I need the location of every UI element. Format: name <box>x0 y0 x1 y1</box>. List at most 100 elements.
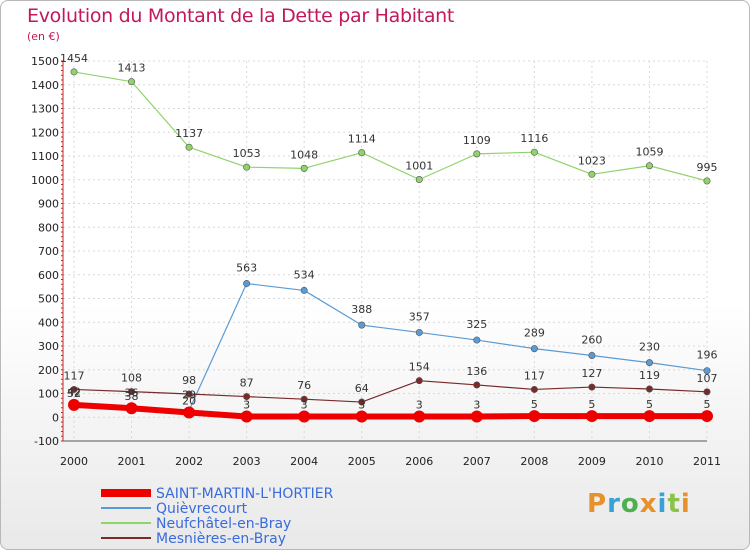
data-label: 38 <box>125 390 139 403</box>
data-label: 3 <box>301 399 308 412</box>
y-tick-label: 900 <box>38 198 59 211</box>
y-tick-label: 1000 <box>31 174 59 187</box>
data-label: 1059 <box>635 146 663 159</box>
data-point <box>470 410 483 423</box>
data-point <box>240 410 253 423</box>
data-label: 20 <box>182 395 196 408</box>
data-label: 108 <box>121 372 142 385</box>
data-label: 260 <box>581 334 602 347</box>
data-label: 107 <box>697 372 718 385</box>
data-labels: 1454 1413 1137 1053 1048 1114 1001 1109 1116 1023… <box>60 52 718 412</box>
data-point <box>128 388 136 396</box>
data-label: 1114 <box>348 133 376 146</box>
x-tick-label: 2006 <box>405 455 433 468</box>
data-point <box>588 383 596 391</box>
logo-letter: x <box>639 489 658 519</box>
data-point <box>701 410 713 423</box>
y-tick-label: 1500 <box>31 55 59 68</box>
data-point <box>125 402 138 415</box>
data-label: 1023 <box>578 154 606 167</box>
data-point <box>530 148 538 156</box>
data-label: 136 <box>466 365 487 378</box>
data-point <box>703 177 711 185</box>
data-label: 289 <box>524 327 545 340</box>
data-label: 1001 <box>405 160 433 173</box>
x-tick-label: 2007 <box>463 455 491 468</box>
data-point <box>358 149 366 157</box>
proxiti-logo: Proxiti <box>587 489 691 519</box>
data-label: 5 <box>531 398 538 411</box>
data-point <box>300 395 308 403</box>
x-tick-label: 2008 <box>520 455 548 468</box>
data-point <box>645 359 653 367</box>
legend-label: Quièvrecourt <box>156 501 248 517</box>
data-point <box>473 381 481 389</box>
data-label: 357 <box>409 310 430 323</box>
legend-label: Mesnières-en-Bray <box>156 531 286 547</box>
data-point <box>355 410 368 423</box>
logo-letter: i <box>657 489 668 519</box>
x-tick-label: 2003 <box>233 455 261 468</box>
data-label: 3 <box>473 399 480 412</box>
data-point <box>185 143 193 151</box>
y-axis: -100 0 100 200 300 400 500 600 700 800 900 1000 1100… <box>31 55 64 448</box>
data-label: 196 <box>697 349 718 362</box>
data-point <box>358 321 366 329</box>
data-label: 1116 <box>520 132 548 145</box>
data-label: 1109 <box>463 134 491 147</box>
legend: SAINT-MARTIN-L'HORTIERQuièvrecourtNeufch… <box>101 486 334 547</box>
y-tick-label: 1200 <box>31 126 59 139</box>
y-tick-label: 200 <box>38 364 59 377</box>
data-point <box>473 336 481 344</box>
data-point <box>70 68 78 76</box>
data-point <box>298 410 311 423</box>
chart-title: Evolution du Montant de la Dette par Hab… <box>27 5 455 27</box>
data-point <box>703 388 711 396</box>
data-label: 1053 <box>233 147 261 160</box>
data-point <box>243 280 251 288</box>
series-line <box>73 380 708 403</box>
grid <box>63 60 708 442</box>
data-point <box>588 170 596 178</box>
data-label: 52 <box>67 387 81 400</box>
x-tick-label: 2009 <box>578 455 606 468</box>
data-label: 1454 <box>60 52 88 65</box>
data-point <box>243 163 251 171</box>
legend-label: SAINT-MARTIN-L'HORTIER <box>156 486 334 502</box>
data-point <box>415 377 423 385</box>
data-label: 1413 <box>118 62 146 75</box>
y-tick-label: 100 <box>38 388 59 401</box>
data-label: 230 <box>639 341 660 354</box>
series-line <box>73 401 707 420</box>
x-tick-label: 2002 <box>175 455 203 468</box>
data-label: 3 <box>243 399 250 412</box>
logo-letter: i <box>680 489 691 519</box>
data-label: 64 <box>355 382 369 395</box>
chart-unit: (en €) <box>27 30 60 43</box>
data-point <box>585 410 598 423</box>
data-label: 3 <box>358 399 365 412</box>
logo-letter: r <box>607 489 621 519</box>
data-point <box>473 150 481 158</box>
data-point <box>415 176 423 184</box>
y-tick-label: -100 <box>34 435 59 448</box>
data-label: 154 <box>409 361 430 374</box>
data-label: 76 <box>297 379 311 392</box>
data-label: 119 <box>639 369 660 382</box>
x-tick-label: 2001 <box>118 455 146 468</box>
data-label: 117 <box>524 369 545 382</box>
y-tick-label: 1400 <box>31 79 59 92</box>
data-point <box>645 162 653 170</box>
data-label: 5 <box>588 398 595 411</box>
data-label: 1137 <box>175 127 203 140</box>
y-tick-label: 400 <box>38 316 59 329</box>
x-tick-label: 2004 <box>290 455 318 468</box>
y-tick-label: 800 <box>38 221 59 234</box>
data-point <box>128 78 136 86</box>
data-label: 325 <box>466 318 487 331</box>
y-tick-label: 300 <box>38 340 59 353</box>
data-point <box>530 345 538 353</box>
data-label: 1048 <box>290 148 318 161</box>
data-point <box>183 406 196 419</box>
